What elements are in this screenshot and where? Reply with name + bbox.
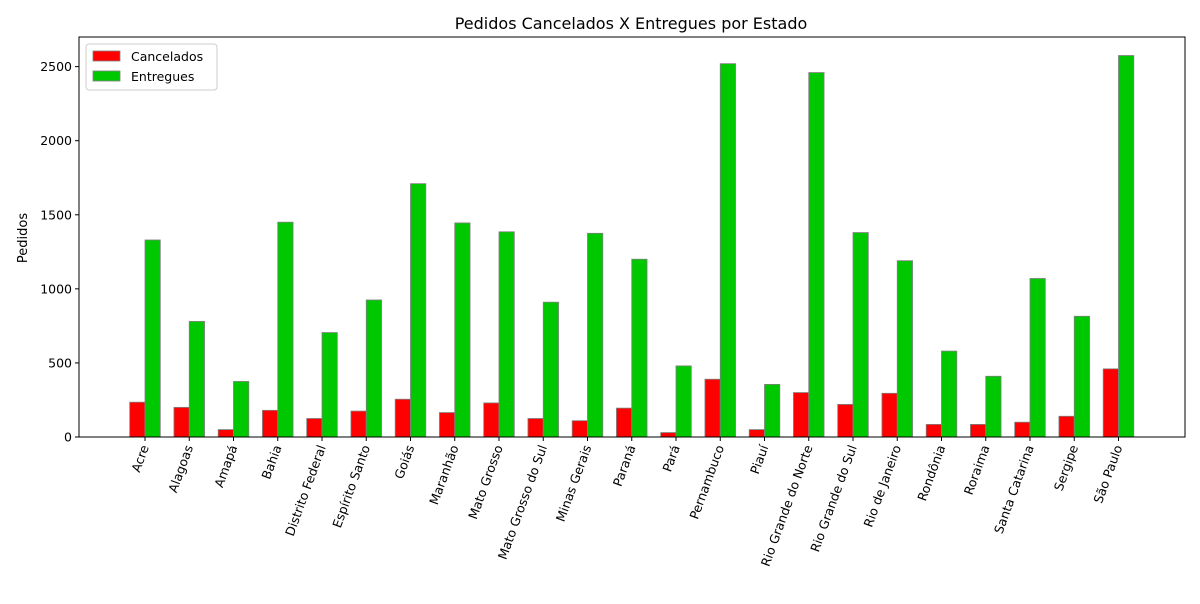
y-tick-label: 1000 [40,281,72,296]
legend-swatch [92,70,121,82]
bar-cancelados [306,418,323,438]
bar-entregues [985,375,1002,438]
bar-cancelados [881,392,898,438]
bar-entregues [941,350,958,438]
x-tick-label: São Paulo [1090,443,1125,505]
y-axis-label: Pedidos [16,213,31,263]
bar-entregues [587,232,604,438]
bar-entregues [188,321,205,438]
plot-area [129,55,1135,438]
bar-entregues [410,183,427,438]
bar-entregues [233,381,250,438]
bar-entregues [498,231,515,438]
legend-label: Cancelados [131,49,203,64]
x-tick-label: Distrito Federal [282,443,329,538]
bar-cancelados [394,398,411,438]
x-tick-label: Amapá [211,443,240,489]
bar-cancelados [173,406,190,438]
bar-cancelados [793,392,810,438]
x-tick-label: Acre [128,443,152,475]
bar-cancelados [660,432,677,438]
bar-entregues [454,222,471,438]
bar-cancelados [925,424,942,438]
bar-entregues [365,299,382,438]
legend-swatch [92,50,121,62]
bar-cancelados [704,378,721,438]
legend-label: Entregues [131,69,194,84]
bar-cancelados [217,429,234,438]
bar-cancelados [837,404,854,438]
x-tick-label: Goiás [391,443,417,481]
bar-entregues [542,301,559,438]
bar-cancelados [970,424,987,438]
bar-cancelados [1058,415,1075,438]
x-tick-label: Mato Grosso do Sul [495,443,550,562]
x-tick-label: Santa Catarina [991,443,1037,536]
x-tick-label: Minas Gerais [553,443,595,524]
x-tick-label: Pará [659,443,682,474]
bar-cancelados [571,420,588,438]
x-tick-label: Espírito Santo [329,443,373,530]
bar-cancelados [1102,368,1119,438]
chart-title: Pedidos Cancelados X Entregues por Estad… [455,14,808,33]
bar-cancelados [748,429,765,438]
x-tick-label: Roraima [961,443,993,497]
x-tick-label: Mato Grosso [465,443,506,521]
bar-entregues [719,63,736,438]
bar-cancelados [129,401,146,438]
bar-cancelados [1014,421,1031,438]
bar-entregues [808,72,825,438]
axes: 0 500 1000 1500 2000 2500 Acre Alagoas Amapá Bahi… [40,36,1186,568]
y-tick-label: 2000 [40,133,72,148]
bar-entregues [896,260,913,438]
bar-entregues [321,332,338,438]
y-tick-label: 0 [64,430,72,445]
bar-cancelados [527,418,544,438]
x-tick-label: Alagoas [165,443,196,495]
bar-entregues [1118,55,1135,438]
bar-entregues [675,365,692,438]
bar-entregues [1073,315,1090,438]
bar-entregues [1029,278,1046,438]
x-tick-label: Maranhão [426,443,461,507]
x-tick-label: Pernambuco [686,443,727,521]
y-tick-label: 1500 [40,207,72,222]
y-tick-label: 2500 [40,59,72,74]
bar-entregues [631,258,648,438]
bar-cancelados [616,407,633,438]
bar-entregues [144,239,161,438]
legend: Cancelados Entregues [85,43,218,91]
x-tick-label: Rio de Janeiro [860,443,904,529]
x-tick-label: Sergipe [1051,443,1081,493]
y-tick-label: 500 [48,355,72,370]
x-tick-label: Paraná [610,443,639,489]
bar-cancelados [262,409,279,438]
bar-entregues [852,232,869,438]
x-tick-label: Piauí [747,442,771,476]
bar-cancelados [350,410,367,438]
x-tick-label: Bahia [258,443,284,481]
bar-entregues [764,384,781,438]
x-tick-label: Rondônia [914,443,948,503]
bar-cancelados [483,402,500,438]
bar-entregues [277,221,294,438]
bar-cancelados [439,412,456,438]
x-tick-label: Rio Grande do Sul [807,443,860,554]
